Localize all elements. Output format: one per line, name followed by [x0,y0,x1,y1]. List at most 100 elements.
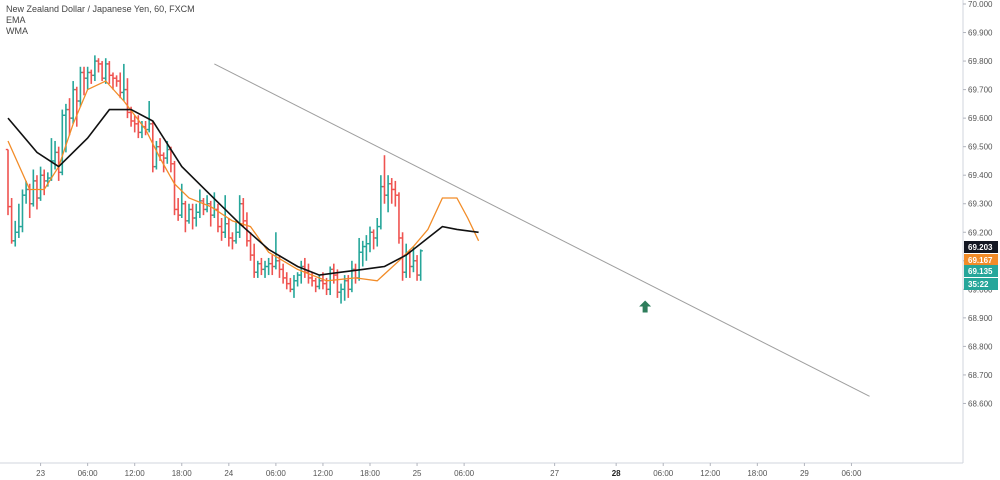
ohlc-bar-up [273,232,279,270]
price-tag: 69.203 [964,241,998,253]
legend-wma-label: WMA [6,26,28,36]
ohlc-bar-up [360,240,365,267]
ohlc-bar-up [338,283,344,304]
x-tick-label: 18:00 [172,469,193,478]
y-tick-label: 69.800 [968,57,993,66]
x-tick-label: 24 [224,469,233,478]
ohlc-bar-down [34,175,40,210]
price-tag-bg [964,254,998,266]
price-tag: 69.135 [964,265,998,277]
ohlc-bar-down [393,180,398,207]
x-tick-label: 06:00 [841,469,862,478]
x-tick-label: 06:00 [266,469,287,478]
ohlc-bar-down [118,72,123,99]
y-tick-label: 69.400 [968,171,993,180]
chart-legend: New Zealand Dollar / Japanese Yen, 60, F… [6,4,195,36]
y-tick-label: 69.700 [968,86,993,95]
y-axis-ticks: 70.000 69.900 69.800 69.700 69.600 69.500 69.4… [963,0,993,408]
ohlc-bar-up [418,249,423,281]
ohlc-bar-down [226,218,232,247]
ohlc-bar-up [385,175,391,213]
ohlc-bar-down [382,155,387,204]
price-tag-bg [964,278,998,290]
ohlc-bar-down [96,58,101,73]
ohlc-bar-up [16,203,22,238]
moving-average-layer [7,80,480,282]
y-tick-label: 68.700 [968,371,993,380]
x-tick-label: 27 [550,469,559,478]
x-tick-label: 29 [800,469,809,478]
ohlc-bar-down [371,229,376,250]
ohlc-bar-down [107,61,112,84]
ohlc-bar-down [396,192,402,244]
ohlc-bar-down [183,200,188,233]
ohlc-bar-up [266,257,271,276]
ohlc-bar-down [190,203,195,230]
y-tick-label: 68.900 [968,314,993,323]
ohlc-bar-down [89,69,94,84]
ohlc-bar-up [20,189,25,233]
ohlc-bar-down [284,272,289,290]
ohlc-bar-up [194,203,199,227]
trendline [214,63,870,397]
signal-layer [639,300,652,313]
ohlc-bar-down [248,232,253,261]
ohlc-bar-up [70,81,76,124]
x-tick-label: 25 [413,469,422,478]
ohlc-bar-down [172,160,177,216]
ema-line [7,80,480,282]
ohlc-bar-down [259,257,264,276]
x-tick-label: 12:00 [700,469,721,478]
ohlc-bar-up [375,218,380,247]
y-tick-label: 68.800 [968,342,993,351]
ohlc-bar-up [146,101,152,133]
ohlc-bar-up [31,169,36,207]
y-tick-label: 69.500 [968,143,993,152]
price-tag: 69.167 [964,254,998,266]
ohlc-bar-up [356,237,362,281]
ohlc-bar-up [349,260,355,293]
wma-line [7,108,479,276]
ohlc-bar-down [81,66,87,96]
ohlc-bar-down [74,86,79,127]
ohlc-bar-down [414,255,420,281]
ohlc-bar-up [186,203,192,224]
legend-ema-label: EMA [6,15,26,25]
price-tag-label: 69.203 [968,243,993,252]
ohlc-bar-down [313,277,318,293]
trendline-layer [214,63,870,397]
price-tags: 69.203 69.167 69.135 35:22 [964,241,998,290]
x-tick-label: 28 [612,469,621,478]
x-tick-label: 06:00 [454,469,475,478]
ohlc-bar-down [42,169,47,196]
ohlc-bar-up [378,175,384,230]
axes [0,0,964,464]
ohlc-bar-up [121,63,127,102]
ohlc-bar-up [85,66,90,90]
ohlc-bar-down [288,277,293,293]
price-tag-label: 35:22 [968,280,989,289]
ohlc-bar-down [389,178,394,204]
price-tag-label: 69.167 [968,256,993,265]
x-tick-label: 12:00 [313,469,334,478]
price-tag: 35:22 [964,278,998,290]
price-tag-label: 69.135 [968,267,993,276]
ohlc-bar-down [175,198,181,221]
x-tick-label: 18:00 [360,469,381,478]
ohlc-bar-up [103,58,108,84]
ohlc-bar-down [9,198,14,244]
y-tick-label: 69.600 [968,114,993,123]
candles-layer [5,55,423,304]
price-tag-bg [964,241,998,253]
y-tick-label: 69.200 [968,228,993,237]
x-axis-ticks: 23 06:00 12:00 18:00 24 06:00 12:00 18:00 25 06:0… [36,463,862,478]
price-tag-bg [964,265,998,277]
ohlc-bar-up [38,166,43,201]
ohlc-bar-up [367,226,373,253]
ohlc-bar-down [270,255,275,276]
y-tick-label: 69.300 [968,200,993,209]
x-tick-label: 06:00 [78,469,99,478]
ohlc-bar-down [280,263,286,284]
